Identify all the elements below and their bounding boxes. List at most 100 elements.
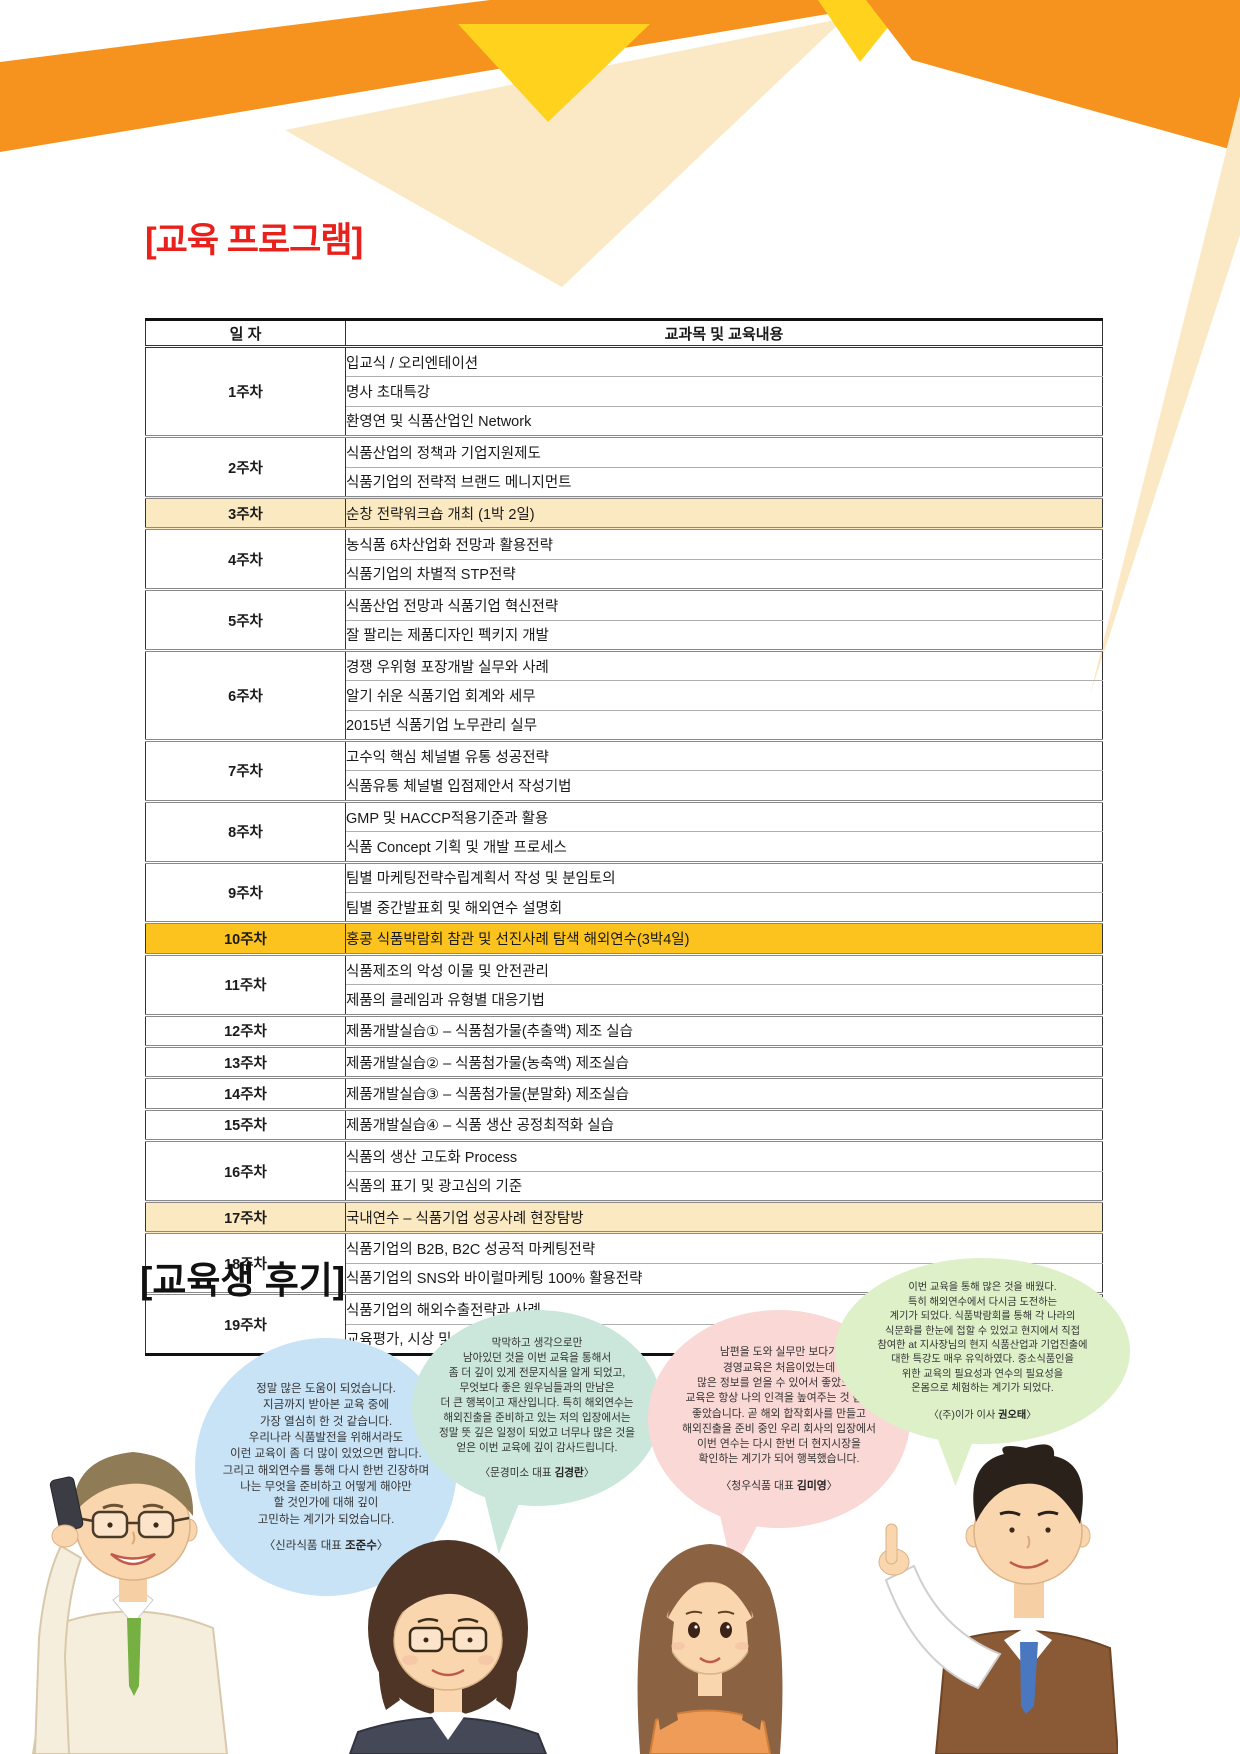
course-cell: 식품산업의 정책과 기업지원제도 [345,435,1103,468]
schedule-row: 12주차 제품개발실습① – 식품첨가물(추출액) 제조 실습 [145,1013,1103,1047]
schedule-row: 식품 Concept 기획 및 개발 프로세스 [146,831,1103,863]
week-cell: 9주차 [145,860,346,923]
week-cell: 7주차 [145,739,346,802]
course-cell: 제품개발실습③ – 식품첨가물(분말화) 제조실습 [345,1076,1103,1110]
schedule-header-row: 일 자 교과목 및 교육내용 [145,319,1103,348]
schedule-row: 식품의 표기 및 광고심의 기준 [146,1170,1103,1202]
column-header-subject: 교과목 및 교육내용 [345,319,1103,348]
course-cell: 식품유통 체널별 입점제안서 작성기법 [345,770,1103,802]
schedule-row: 17주차 국내연수 – 식품기업 성공사례 현장탐방 [145,1199,1103,1233]
schedule-row: 16주차 식품의 생산 고도화 Process [145,1139,1103,1202]
schedule-row: 잘 팔리는 제품디자인 펙키지 개발 [146,619,1103,651]
week-cell: 2주차 [145,435,346,498]
schedule-row: 알기 쉬운 식품기업 회계와 세무 [146,680,1103,711]
course-cell: 식품산업 전망과 식품기업 혁신전략 [345,588,1103,621]
schedule-row: 팀별 중간발표회 및 해외연수 설명회 [146,892,1103,923]
schedule-row: 6주차 경쟁 우위형 포장개발 실무와 사례 [145,648,1103,741]
course-cell: 식품제조의 악성 이물 및 안전관리 [345,952,1103,985]
week-cell: 12주차 [145,1013,346,1047]
schedule-row: 환영연 및 식품산업인 Network [146,405,1103,437]
week-cell: 18주차 [145,1231,346,1294]
week-cell: 14주차 [145,1076,346,1110]
course-cell: 식품 Concept 기획 및 개발 프로세스 [345,831,1103,863]
course-cell: 명사 초대특강 [345,376,1103,407]
schedule-row: 2015년 식품기업 노무관리 실무 [146,709,1103,741]
schedule-row: 식품기업의 전략적 브랜드 메니지먼트 [146,466,1103,498]
week-cell: 11주차 [145,952,346,1016]
schedule-row: 7주차 고수익 핵심 체널별 유통 성공전략 [145,739,1103,802]
schedule-row: 14주차 제품개발실습③ – 식품첨가물(분말화) 제조실습 [145,1076,1103,1110]
week-cell: 5주차 [145,588,346,651]
course-cell: 식품기업의 차별적 STP전략 [345,558,1103,590]
program-schedule-table: 일 자 교과목 및 교육내용 1주차 입교식 / 오리엔테이션 명사 초대특강 환영연… [145,318,1103,1356]
schedule-row: 제품의 클레임과 유형별 대응기법 [146,984,1103,1016]
course-cell: 알기 쉬운 식품기업 회계와 세무 [345,680,1103,711]
week-cell: 3주차 [145,495,346,529]
schedule-row: 1주차 입교식 / 오리엔테이션 [145,346,1103,437]
week-cell: 15주차 [145,1107,346,1141]
course-cell: 2015년 식품기업 노무관리 실무 [345,709,1103,741]
week-cell: 8주차 [145,799,346,863]
course-cell: 농식품 6차산업화 전망과 활용전략 [345,527,1103,560]
course-cell: 순창 전략워크숍 개최 (1박 2일) [345,495,1103,529]
week-cell: 4주차 [145,527,346,590]
schedule-row: 4주차 농식품 6차산업화 전망과 활용전략 [145,527,1103,590]
week-cell: 17주차 [145,1199,346,1233]
course-cell: 환영연 및 식품산업인 Network [345,405,1103,437]
week-cell: 10주차 [145,921,346,955]
schedule-row: 5주차 식품산업 전망과 식품기업 혁신전략 [145,588,1103,651]
schedule-row: 명사 초대특강 [146,376,1103,407]
week-cell: 16주차 [145,1139,346,1202]
program-title: [교육 프로그램] [145,221,363,260]
review-bubble-2: 막막하고 생각으로만 남아있던 것을 이번 교육을 통해서 좀 더 깊이 있게 … [412,1310,662,1506]
male-student-pointing-illustration [878,1444,1118,1754]
schedule-row: 식품기업의 차별적 STP전략 [146,558,1103,590]
course-cell: 제품개발실습① – 식품첨가물(추출액) 제조 실습 [345,1013,1103,1047]
course-cell: 제품의 클레임과 유형별 대응기법 [345,984,1103,1016]
course-cell: 입교식 / 오리엔테이션 [346,355,479,372]
course-cell: 식품의 생산 고도화 Process [345,1139,1103,1172]
review-text: 막막하고 생각으로만 남아있던 것을 이번 교육을 통해서 좀 더 깊이 있게 … [438,1336,636,1455]
course-cell: 식품기업의 전략적 브랜드 메니지먼트 [345,466,1103,498]
schedule-row: 9주차 팀별 마케팅전략수립계획서 작성 및 분임토의 [145,860,1103,923]
course-cell: 식품의 표기 및 광고심의 기준 [345,1170,1103,1202]
female-student-bob-glasses-illustration [348,1540,548,1754]
course-cell: 고수익 핵심 체널별 유통 성공전략 [345,739,1103,771]
course-cell: 국내연수 – 식품기업 성공사례 현장탐방 [345,1199,1103,1233]
review-bubble-3: 남편을 도와 실무만 보다가 경영교육은 처음이었는데 많은 정보를 얻을 수 … [648,1310,910,1528]
course-cell: 홍콩 식품박람회 참관 및 선진사례 탐색 해외연수(3박4일) [345,921,1103,955]
review-attribution: 〈청우식품 대표 김미영〉 [720,1479,838,1492]
schedule-row: 8주차 GMP 및 HACCP적용기준과 활용 [145,799,1103,863]
male-student-with-phone-illustration [31,1452,229,1754]
review-text: 정말 많은 도움이 되었습니다. 지금까지 받아본 교육 중에 가장 열심히 한… [222,1383,430,1526]
week-cell: 1주차 [145,346,346,437]
course-cell: GMP 및 HACCP적용기준과 활용 [345,799,1103,832]
female-student-long-hair-illustration [637,1544,783,1754]
review-text: 이번 교육을 통해 많은 것을 배웠다. 특히 해외연수에서 다시금 도전하는 … [877,1282,1088,1395]
review-attribution: 〈문경미소 대표 김경란〉 [479,1467,595,1480]
review-attribution: 〈신라식품 대표 조준수〉 [263,1539,389,1552]
review-attribution: 〈(주)이가 이사 권오태〉 [928,1409,1037,1421]
schedule-row: 식품유통 체널별 입점제안서 작성기법 [146,770,1103,802]
column-header-date: 일 자 [145,319,346,348]
course-cell: 제품개발실습④ – 식품 생산 공정최적화 실습 [345,1107,1103,1141]
course-cell: 식품기업의 B2B, B2C 성공적 마케팅전략 [345,1231,1103,1264]
schedule-row: 3주차 순창 전략워크숍 개최 (1박 2일) [145,495,1103,529]
schedule-row: 13주차 제품개발실습② – 식품첨가물(농축액) 제조실습 [145,1044,1103,1078]
schedule-row: 11주차 식품제조의 악성 이물 및 안전관리 [145,952,1103,1016]
course-cell: 제품개발실습② – 식품첨가물(농축액) 제조실습 [345,1044,1103,1078]
schedule-row: 10주차 홍콩 식품박람회 참관 및 선진사례 탐색 해외연수(3박4일) [145,921,1103,955]
reviews-title: [교육생 후기] [140,1260,346,1301]
course-cell: 팀별 마케팅전략수립계획서 작성 및 분임토의 [345,860,1103,893]
schedule-row: 18주차 식품기업의 B2B, B2C 성공적 마케팅전략 [145,1231,1103,1294]
review-bubble-1: 정말 많은 도움이 되었습니다. 지금까지 받아본 교육 중에 가장 열심히 한… [195,1338,457,1596]
review-bubble-4: 이번 교육을 통해 많은 것을 배웠다. 특히 해외연수에서 다시금 도전하는 … [835,1258,1130,1444]
week-cell: 13주차 [145,1044,346,1078]
course-cell: 잘 팔리는 제품디자인 펙키지 개발 [345,619,1103,651]
schedule-row: 15주차 제품개발실습④ – 식품 생산 공정최적화 실습 [145,1107,1103,1141]
course-cell: 경쟁 우위형 포장개발 실무와 사례 [345,648,1103,681]
schedule-row: 2주차 식품산업의 정책과 기업지원제도 [145,435,1103,498]
week-cell: 6주차 [145,648,346,741]
course-cell: 팀별 중간발표회 및 해외연수 설명회 [345,892,1103,923]
